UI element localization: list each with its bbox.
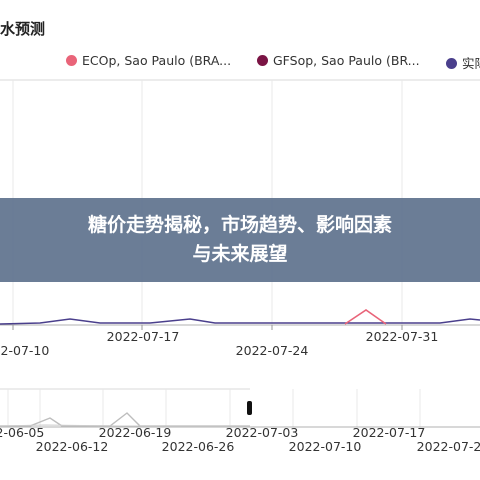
legend-item-ecop[interactable]: ECOp, Sao Paulo (BRA... [66, 53, 231, 68]
x-tick-label: 2022-06-12 [36, 439, 109, 454]
x-tick-label: 2022-07-24 [236, 343, 309, 358]
x-tick-label: 2022-06-05 [0, 425, 44, 440]
x-tick-label: 2022-07-03 [226, 425, 299, 440]
series-line-ecop [344, 309, 387, 325]
legend-item-gfsop[interactable]: GFSop, Sao Paulo (BR... [257, 53, 420, 68]
x-tick-label: 2022-06-26 [162, 439, 235, 454]
title-banner: 糖价走势揭秘，市场趋势、影响因素 与未来展望 [0, 198, 480, 282]
lower-chart: 2022-06-05 2022-06-19 2022-07-03 2022-07… [0, 388, 480, 454]
legend-marker-icon [446, 58, 457, 69]
ghost-series-line-secondary [0, 424, 250, 427]
x-tick-label: 2022-07-10 [0, 343, 49, 358]
x-tick-label: 2022-06-19 [99, 425, 172, 440]
x-tick-label: 2022-07-10 [289, 439, 362, 454]
x-tick-label: 2022-07-24 [417, 439, 480, 454]
banner-line-2: 与未来展望 [192, 243, 288, 265]
brush-handle[interactable] [247, 401, 252, 415]
x-tick-label: 2022-07-31 [366, 329, 439, 344]
legend-marker-icon [257, 55, 268, 66]
legend-label: GFSop, Sao Paulo (BR... [273, 53, 420, 68]
banner-headline: 糖价走势揭秘，市场趋势、影响因素 与未来展望 [30, 211, 450, 269]
legend-item-actual[interactable]: 实际 [446, 53, 480, 72]
banner-line-1: 糖价走势揭秘，市场趋势、影响因素 [87, 214, 392, 236]
legend-label: 实际 [462, 56, 480, 71]
page-title: 水预测 [0, 20, 46, 38]
series-line-actual [0, 318, 480, 325]
x-tick-label: 2022-07-17 [107, 329, 180, 344]
legend-label: ECOp, Sao Paulo (BRA... [82, 53, 232, 68]
legend-marker-icon [66, 55, 77, 66]
x-tick-label: 2022-07-17 [353, 425, 426, 440]
